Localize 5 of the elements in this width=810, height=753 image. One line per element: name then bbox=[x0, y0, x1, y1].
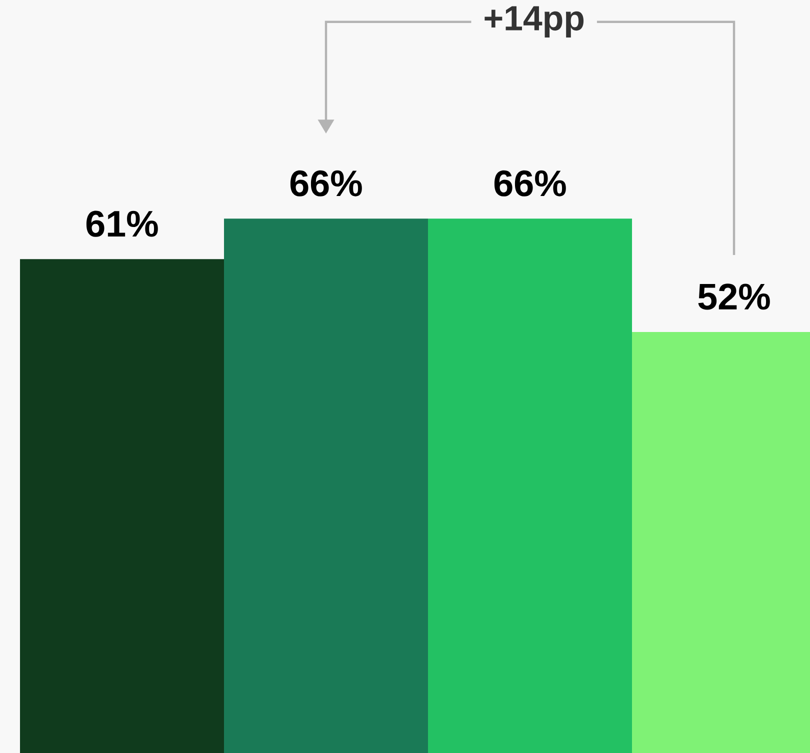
data-label: 66% bbox=[290, 170, 362, 196]
annotation: +14pp bbox=[484, 6, 584, 38]
data-label: 52% bbox=[698, 284, 770, 310]
data-label: 66% bbox=[494, 170, 566, 196]
data-label: 61% bbox=[86, 210, 158, 237]
